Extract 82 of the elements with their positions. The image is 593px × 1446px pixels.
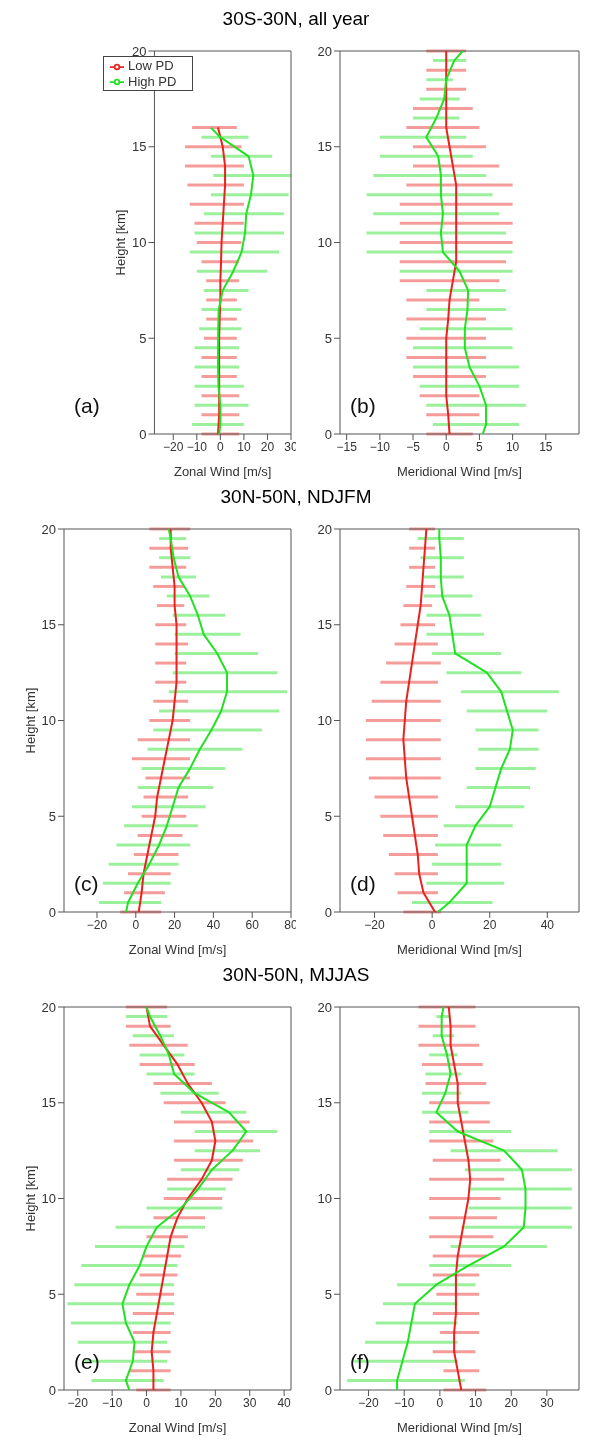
chart-title: 30S-30N, all year	[221, 8, 371, 30]
y-tick-label: 5	[48, 1286, 56, 1302]
x-tick-label: −20	[86, 917, 108, 932]
annotation: (c)	[74, 872, 99, 896]
y-tick-label: 10	[317, 1191, 332, 1207]
y-tick-label: 20	[41, 521, 56, 537]
y-tick-label: 5	[324, 1286, 332, 1302]
y-tick-label: 5	[324, 330, 332, 346]
x-tick-label: −20	[358, 1395, 380, 1410]
y-tick-label: 15	[317, 1095, 332, 1111]
x-tick-label: 20	[260, 439, 275, 454]
x-tick-label: −20	[163, 439, 184, 454]
annotation: (d)	[350, 872, 376, 896]
x-axis-title: Meridional Wind [m/s]	[397, 942, 522, 957]
x-tick-label: −20	[67, 1395, 89, 1410]
x-tick-label: 40	[540, 917, 555, 932]
y-tick-label: 0	[139, 426, 147, 442]
x-tick-label: 20	[167, 917, 182, 932]
x-tick-label: 20	[483, 917, 497, 932]
y-tick-label: 10	[41, 713, 56, 729]
y-tick-label: 0	[324, 1382, 332, 1398]
y-tick-label: 0	[324, 904, 332, 920]
y-tick-label: 20	[317, 999, 332, 1015]
annotation: (e)	[74, 1350, 100, 1374]
y-tick-label: 20	[131, 43, 147, 59]
y-axis-title: Height [km]	[113, 209, 129, 276]
x-tick-label: 0	[442, 439, 450, 454]
y-tick-label: 20	[41, 999, 56, 1015]
x-tick-label: −10	[186, 439, 208, 454]
x-tick-label: 5	[476, 439, 484, 454]
y-tick-label: 0	[324, 426, 332, 442]
x-tick-label: 10	[174, 1395, 188, 1410]
x-axis-title: Zonal Wind [m/s]	[128, 1420, 227, 1435]
y-tick-label: 20	[317, 43, 332, 59]
chart-title: 30N-50N, MJJAS	[221, 964, 371, 986]
legend-label: Low PD	[128, 58, 174, 73]
x-tick-label: −5	[406, 439, 421, 454]
x-tick-label: 60	[245, 917, 260, 932]
x-tick-label: 10	[237, 439, 251, 454]
y-tick-label: 10	[131, 235, 147, 251]
x-tick-label: 10	[505, 439, 520, 454]
y-tick-label: 15	[41, 617, 56, 633]
x-tick-label: 10	[468, 1395, 483, 1410]
y-tick-label: 10	[317, 713, 332, 729]
annotation: (b)	[350, 394, 376, 418]
x-tick-label: 0	[428, 917, 436, 932]
annotation: (f)	[350, 1350, 370, 1374]
x-tick-label: −20	[364, 917, 386, 932]
y-tick-label: 15	[317, 617, 332, 633]
x-axis-title: Meridional Wind [m/s]	[397, 464, 522, 479]
y-axis-title: Height [km]	[22, 687, 38, 754]
x-tick-label: 40	[206, 917, 221, 932]
x-tick-label: 0	[436, 1395, 444, 1410]
y-tick-label: 10	[41, 1191, 56, 1207]
x-tick-label: −10	[101, 1395, 123, 1410]
y-tick-label: 20	[317, 521, 332, 537]
y-tick-label: 15	[41, 1095, 56, 1111]
y-tick-label: 15	[317, 139, 332, 155]
x-tick-label: 40	[277, 1395, 292, 1410]
x-tick-label: 15	[539, 439, 553, 454]
x-axis-title: Zonal Wind [m/s]	[173, 464, 272, 479]
y-axis-title: Height [km]	[22, 1165, 38, 1232]
x-tick-label: 20	[208, 1395, 223, 1410]
x-axis-title: Meridional Wind [m/s]	[397, 1420, 522, 1435]
y-tick-label: 5	[48, 808, 56, 824]
legend-label: High PD	[128, 73, 177, 89]
y-tick-label: 10	[317, 235, 332, 251]
y-tick-label: 15	[131, 139, 147, 155]
x-tick-label: 30	[540, 1395, 554, 1410]
y-tick-label: 5	[139, 330, 147, 346]
x-axis-title: Zonal Wind [m/s]	[128, 942, 227, 957]
text: (a)	[74, 394, 100, 418]
x-tick-label: −15	[336, 439, 358, 454]
x-tick-label: 30	[243, 1395, 257, 1410]
x-tick-label: 0	[217, 439, 225, 454]
x-tick-label: 20	[504, 1395, 519, 1410]
y-tick-label: 0	[48, 1382, 56, 1398]
y-tick-label: 0	[48, 904, 56, 920]
y-tick-label: 5	[324, 808, 332, 824]
x-tick-label: −10	[369, 439, 391, 454]
x-tick-label: −10	[394, 1395, 415, 1410]
chart-title: 30N-50N, NDJFM	[219, 486, 373, 508]
